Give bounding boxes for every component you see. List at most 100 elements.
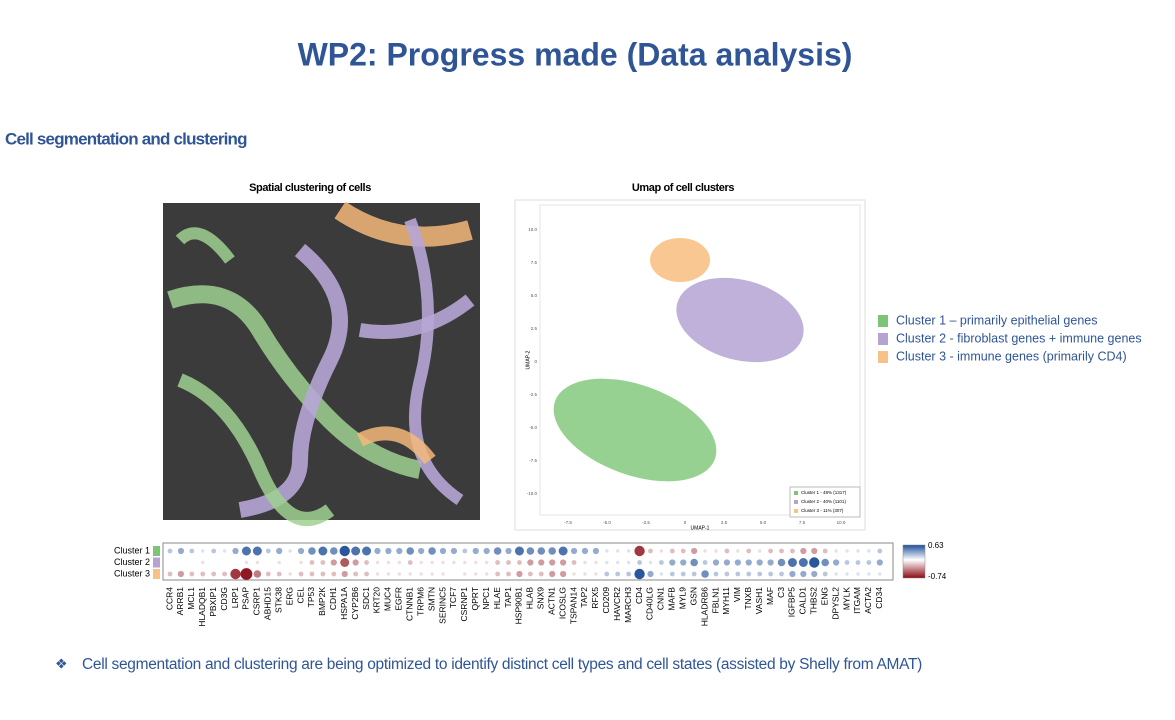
dot <box>746 548 752 554</box>
gene-label: TCF7 <box>448 587 458 609</box>
dot <box>605 549 609 553</box>
gene-label: CSRNP1 <box>459 587 469 622</box>
dot <box>267 561 270 564</box>
umap-legend-swatch <box>794 509 798 513</box>
dot <box>845 549 849 553</box>
dot <box>626 571 632 577</box>
dot <box>428 547 436 555</box>
dot <box>798 558 808 567</box>
umap-y-tick: 5.0 <box>531 293 538 298</box>
row-color <box>153 546 160 556</box>
dot <box>787 558 797 567</box>
dot <box>169 561 171 564</box>
dot <box>777 558 786 567</box>
dot <box>583 572 587 576</box>
gene-label: ITGAM <box>852 587 862 614</box>
legend-swatch <box>878 315 888 327</box>
gene-label: CD3G <box>219 587 229 611</box>
dot <box>309 571 315 577</box>
colorbar <box>902 544 926 579</box>
dot <box>583 560 587 565</box>
umap-legend-label: Cluster 1 - 48% (1317) <box>801 490 847 495</box>
dot <box>177 570 185 578</box>
dot <box>253 570 262 578</box>
dot <box>779 571 784 577</box>
dot <box>680 571 686 577</box>
dot <box>252 546 262 556</box>
dot <box>351 546 361 556</box>
dot <box>375 572 380 576</box>
gene-label: THBS2 <box>809 587 819 615</box>
dot <box>493 547 502 555</box>
dot <box>362 546 372 556</box>
dot <box>189 571 195 577</box>
dot <box>790 548 795 554</box>
dot <box>330 547 338 555</box>
umap-y-tick: 7.5 <box>531 260 538 265</box>
gene-label: C3 <box>776 587 786 598</box>
umap-legend-label: Cluster 2 - 40% (1101) <box>801 499 846 504</box>
gene-label: PBXIP1 <box>208 587 218 617</box>
gene-label: HSP90B1 <box>514 587 524 625</box>
dot <box>834 572 838 576</box>
colorbar-min: -0.74 <box>928 572 947 581</box>
umap-y-tick: 2.5 <box>531 326 538 331</box>
bullet-icon: ❖ <box>55 656 68 672</box>
gene-label: CALD1 <box>798 587 808 615</box>
dot <box>809 557 820 568</box>
dot <box>549 570 556 578</box>
gene-label: TAP1 <box>503 587 513 608</box>
gene-label: MAF <box>765 587 775 605</box>
dot <box>594 560 598 565</box>
dot <box>648 560 653 565</box>
dot <box>855 560 861 565</box>
dot <box>340 558 350 567</box>
dot <box>265 548 271 554</box>
gene-label: TRPM6 <box>415 587 425 616</box>
umap-y-tick: -10.0 <box>527 491 538 496</box>
dot <box>570 547 578 555</box>
dot <box>407 560 413 565</box>
dot <box>320 560 326 565</box>
dot <box>318 546 328 556</box>
gene-label: MYL9 <box>677 587 687 609</box>
dot <box>736 549 740 553</box>
dot <box>834 549 838 553</box>
gene-label: TP53 <box>306 587 316 608</box>
bullet-text: Cell segmentation and clustering are bei… <box>82 656 922 673</box>
dot <box>669 571 675 577</box>
gene-label: MYH11 <box>721 587 731 615</box>
gene-label: CD34 <box>874 587 884 609</box>
dot <box>703 549 707 553</box>
dot <box>463 560 467 565</box>
dot <box>527 559 534 566</box>
gene-label: VIM <box>732 587 742 602</box>
dot <box>419 572 423 576</box>
dot <box>548 547 556 555</box>
dot <box>538 559 545 566</box>
gene-label: MCL1 <box>186 587 196 610</box>
dot <box>876 559 883 566</box>
dot <box>856 549 860 553</box>
dot <box>418 547 425 555</box>
dot <box>397 560 402 565</box>
dot <box>724 548 730 554</box>
dot <box>297 547 305 555</box>
dot <box>474 572 478 576</box>
dot <box>441 572 445 576</box>
gene-label: CD209 <box>601 587 611 614</box>
dot <box>212 561 215 564</box>
dot <box>691 547 698 555</box>
dot <box>309 560 315 565</box>
gene-label: ERG <box>284 587 294 605</box>
dot <box>241 546 251 556</box>
dot <box>483 547 490 555</box>
umap-x-tick: 5.0 <box>760 520 767 525</box>
dot <box>626 560 631 565</box>
gene-label: CTNNB1 <box>404 587 414 621</box>
dot <box>634 545 645 557</box>
gene-label: ICOSLG <box>557 587 567 619</box>
dot <box>723 559 731 566</box>
dot <box>211 548 217 554</box>
